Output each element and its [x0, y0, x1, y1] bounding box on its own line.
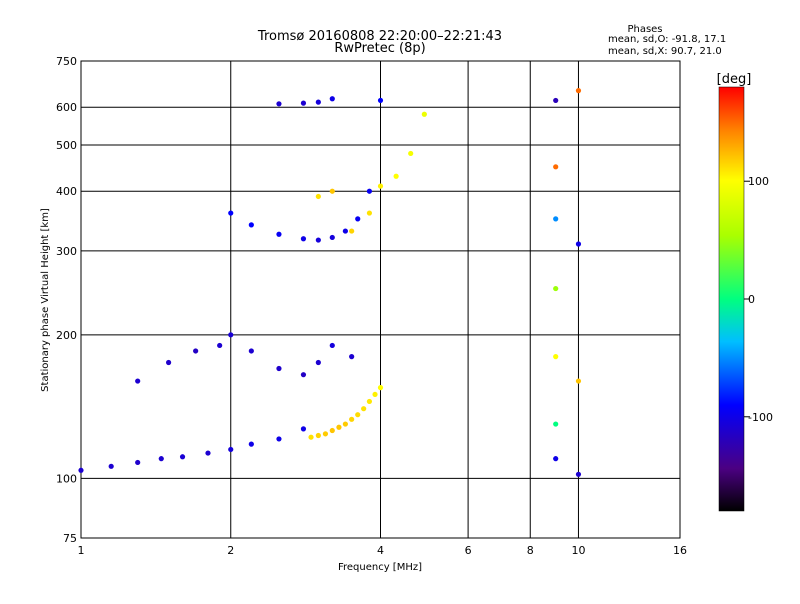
data-point: [329, 342, 335, 349]
data-point: [205, 450, 211, 456]
data-point: [349, 228, 355, 234]
data-point: [315, 432, 321, 439]
data-point: [135, 378, 141, 384]
colorbar-ticks: 100 0 -100: [744, 175, 773, 424]
x-ticks: 1 2 4 6 8 10 16: [78, 544, 688, 557]
data-point: [158, 456, 164, 462]
chart-title: Tromsø 20160808 22:20:00–22:21:43: [257, 29, 502, 44]
data-point: [228, 332, 234, 338]
y-tick-label: 500: [56, 139, 77, 152]
data-point: [276, 231, 282, 237]
data-point: [300, 100, 307, 106]
data-point: [575, 378, 582, 384]
data-point: [366, 188, 373, 194]
x-tick-label: 1: [78, 544, 85, 557]
y-tick-label: 200: [56, 329, 77, 342]
x-tick-label: 8: [527, 544, 534, 557]
y-tick-label: 600: [56, 101, 77, 114]
stats-line-x: mean, sd,X: 90.7, 21.0: [608, 46, 722, 57]
y-tick-label: 300: [56, 245, 77, 258]
stats-heading: Phases: [627, 24, 662, 35]
colorbar-tick-label: 100: [748, 175, 769, 188]
data-point: [315, 99, 321, 105]
y-ticks: 75 100 200 300 400 500 600 750: [56, 55, 77, 545]
x-tick-label: 16: [673, 544, 687, 557]
y-tick-label: 400: [56, 185, 77, 198]
x-axis-label: Frequency [MHz]: [338, 562, 422, 573]
data-point: [108, 463, 114, 469]
data-point: [342, 421, 348, 427]
data-point: [575, 471, 582, 477]
data-point: [315, 193, 321, 200]
data-point: [366, 398, 373, 405]
data-point: [193, 348, 199, 354]
data-point: [553, 164, 559, 170]
data-point: [336, 424, 342, 430]
data-point: [575, 88, 582, 94]
data-point: [276, 365, 282, 372]
data-point: [217, 342, 223, 349]
colorbar: [718, 86, 745, 512]
data-point: [377, 97, 384, 104]
data-point: [329, 427, 335, 434]
data-point: [248, 441, 254, 447]
data-point: [393, 173, 399, 179]
data-point: [276, 101, 282, 107]
data-point: [342, 228, 348, 234]
data-point: [377, 183, 384, 189]
data-point: [179, 454, 186, 460]
data-point: [300, 372, 307, 378]
data-point: [553, 421, 559, 427]
data-point: [329, 234, 335, 241]
data-point: [553, 285, 559, 292]
data-point: [248, 222, 254, 228]
data-point: [315, 237, 321, 243]
data-point: [315, 359, 321, 366]
data-point: [366, 210, 373, 216]
data-point: [575, 241, 582, 247]
data-points: [78, 88, 582, 477]
data-point: [361, 406, 367, 412]
data-point: [553, 216, 559, 222]
data-point: [165, 359, 172, 366]
colorbar-label: [deg]: [717, 72, 752, 87]
data-point: [355, 216, 361, 222]
data-point: [553, 97, 559, 104]
data-point: [300, 426, 307, 432]
x-tick-label: 2: [227, 544, 234, 557]
data-point: [553, 354, 559, 360]
data-point: [276, 436, 282, 442]
data-point: [228, 446, 234, 453]
data-point: [228, 210, 234, 216]
data-point: [248, 348, 254, 354]
data-point: [300, 236, 307, 242]
colorbar-tick-label: -100: [748, 411, 773, 424]
y-axis-label: Stationary phase Virtual Height [km]: [40, 208, 51, 392]
data-point: [372, 391, 378, 398]
data-point: [329, 96, 335, 102]
data-point: [322, 431, 329, 437]
colorbar-tick-label: 0: [748, 293, 755, 306]
chart-subtitle: RwPretec (8p): [334, 41, 425, 56]
grid-lines: [81, 61, 680, 538]
y-tick-label: 100: [56, 472, 77, 485]
x-tick-label: 10: [571, 544, 585, 557]
x-tick-label: 4: [377, 544, 384, 557]
data-point: [135, 459, 141, 466]
data-point: [553, 456, 559, 462]
data-point: [421, 111, 427, 117]
data-point: [308, 434, 314, 440]
data-point: [355, 412, 361, 418]
x-tick-label: 6: [465, 544, 472, 557]
y-tick-label: 750: [56, 55, 77, 68]
data-point: [349, 416, 355, 422]
data-point: [349, 354, 355, 360]
stats-line-o: mean, sd,O: -91.8, 17.1: [608, 34, 726, 45]
data-point: [78, 467, 84, 473]
data-point: [408, 150, 414, 157]
data-point: [329, 188, 335, 194]
data-point: [377, 385, 384, 391]
y-tick-label: 75: [63, 532, 77, 545]
